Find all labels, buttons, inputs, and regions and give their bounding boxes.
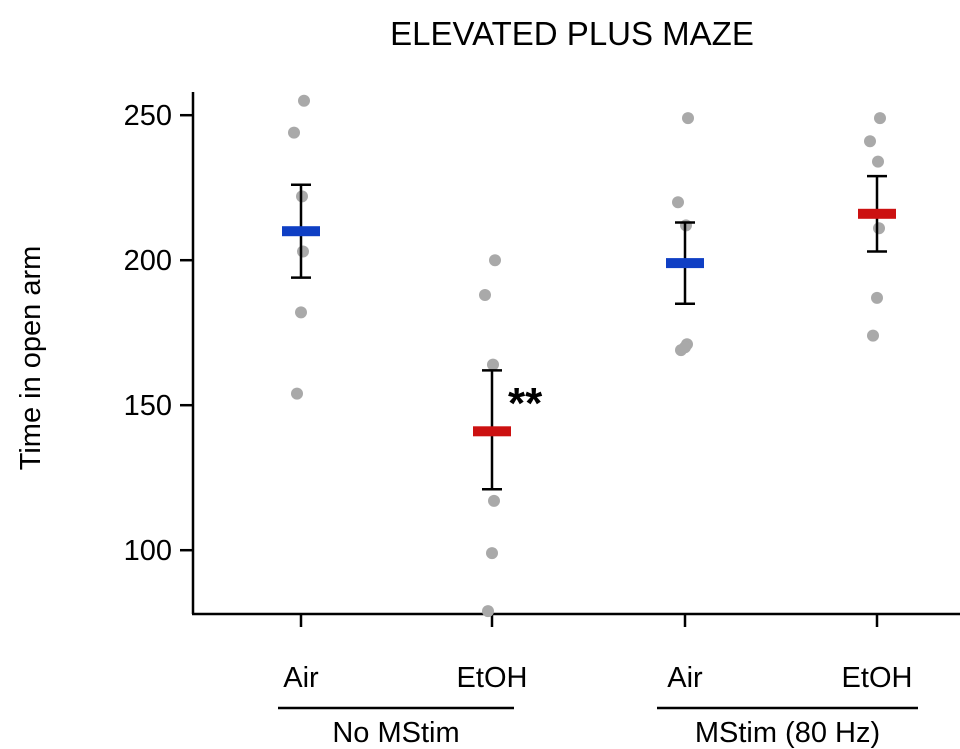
x-tick-label: Air bbox=[667, 662, 703, 694]
y-ticks: 100 150 200 250 bbox=[124, 100, 193, 567]
annotations: ** bbox=[508, 379, 543, 428]
mean-marker bbox=[858, 208, 896, 219]
error-bars bbox=[291, 174, 887, 491]
y-tick-label: 150 bbox=[124, 390, 172, 422]
data-point bbox=[871, 291, 883, 304]
y-axis-label: Time in open arm bbox=[15, 246, 47, 471]
data-point bbox=[482, 605, 494, 618]
data-point bbox=[864, 135, 876, 148]
group-label: No MStim bbox=[332, 717, 459, 749]
data-points bbox=[288, 94, 886, 618]
x-tick-label: EtOH bbox=[457, 662, 528, 694]
mean-marker bbox=[473, 426, 511, 437]
data-point bbox=[675, 344, 687, 357]
x-tick-label: EtOH bbox=[842, 662, 913, 694]
y-tick-label: 250 bbox=[124, 100, 172, 132]
data-point bbox=[872, 155, 884, 168]
group-labels: No MStim MStim (80 Hz) bbox=[278, 706, 918, 749]
chart-title: ELEVATED PLUS MAZE bbox=[390, 15, 754, 52]
data-point bbox=[295, 306, 307, 319]
data-point bbox=[682, 112, 694, 125]
data-point bbox=[479, 289, 491, 301]
y-tick-label: 200 bbox=[124, 245, 172, 277]
significance-annotation: ** bbox=[508, 379, 543, 428]
group-label: MStim (80 Hz) bbox=[695, 717, 880, 749]
data-point bbox=[288, 126, 300, 139]
data-point bbox=[489, 254, 501, 267]
x-tick-label: Air bbox=[283, 662, 319, 694]
data-point bbox=[488, 494, 500, 507]
data-point bbox=[297, 245, 309, 258]
data-point bbox=[487, 358, 499, 371]
data-point bbox=[874, 112, 886, 125]
mean-marker bbox=[282, 226, 320, 237]
data-point bbox=[291, 387, 303, 400]
data-point bbox=[873, 222, 885, 235]
y-tick-label: 100 bbox=[124, 535, 172, 567]
mean-marker bbox=[666, 258, 704, 269]
data-point bbox=[298, 94, 310, 107]
data-point bbox=[867, 329, 879, 342]
x-ticks: Air EtOH Air EtOH bbox=[283, 614, 912, 694]
data-point bbox=[672, 196, 684, 209]
data-point bbox=[486, 547, 498, 560]
mean-markers bbox=[282, 208, 896, 437]
